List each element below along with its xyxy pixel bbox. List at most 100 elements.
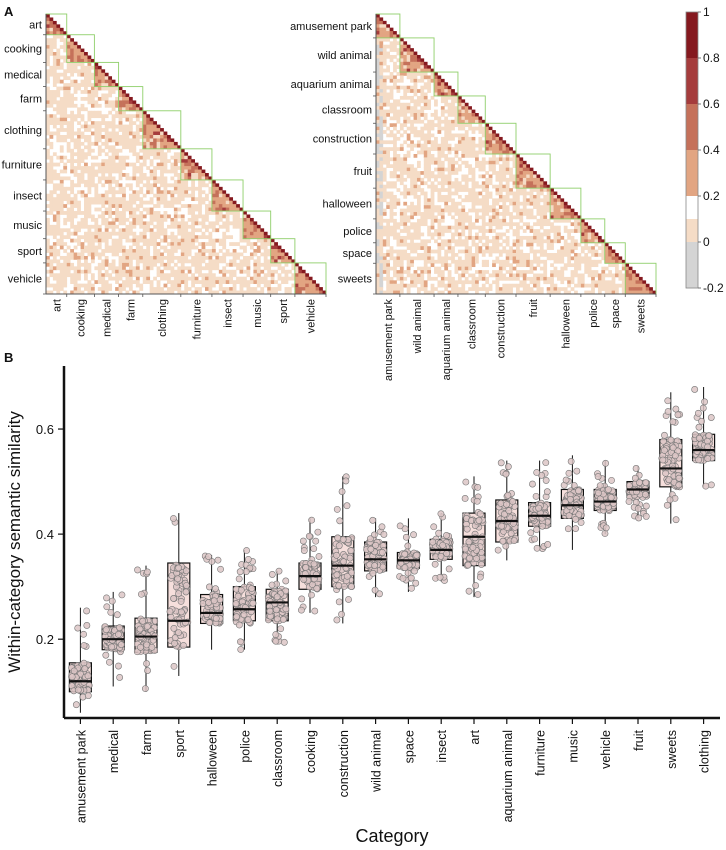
heatmap-cell bbox=[111, 266, 116, 271]
heatmap-cell bbox=[635, 287, 640, 291]
heatmap-cell bbox=[594, 273, 599, 278]
heatmap-cell bbox=[587, 263, 592, 268]
heatmap-cell bbox=[379, 54, 384, 59]
heatmap-cell bbox=[546, 232, 551, 237]
heatmap-cell bbox=[84, 204, 88, 208]
heatmap-cell bbox=[519, 290, 524, 295]
heatmap-cell bbox=[434, 184, 438, 189]
heatmap-cell bbox=[570, 222, 575, 227]
heatmap-cell bbox=[246, 238, 251, 243]
heatmap-cell bbox=[379, 130, 384, 134]
heatmap-cell bbox=[440, 242, 445, 247]
heatmap-cell bbox=[403, 270, 408, 274]
heatmap-cell bbox=[485, 181, 490, 186]
heatmap-cell bbox=[56, 58, 61, 63]
heatmap-cell bbox=[63, 121, 68, 125]
heatmap-cell bbox=[104, 235, 109, 240]
heatmap-cell bbox=[153, 193, 157, 198]
heatmap-cell bbox=[399, 51, 404, 56]
heatmap-cell bbox=[379, 167, 384, 172]
heatmap-cell bbox=[461, 109, 466, 114]
heatmap-cell bbox=[382, 174, 387, 179]
heatmap-cell bbox=[59, 100, 64, 105]
heatmap-cell bbox=[403, 215, 408, 220]
heatmap-cell bbox=[142, 176, 147, 181]
heatmap-cell bbox=[382, 54, 387, 59]
heatmap-cell bbox=[198, 249, 202, 253]
heatmap-cell bbox=[543, 229, 548, 233]
heatmap-cell bbox=[128, 283, 133, 288]
heatmap-cell bbox=[471, 283, 476, 288]
heatmap-cell bbox=[80, 103, 85, 108]
heatmap-cell bbox=[277, 283, 282, 288]
heatmap-cell bbox=[180, 228, 185, 233]
heatmap-cell bbox=[454, 287, 459, 291]
heatmap-cell bbox=[522, 177, 527, 182]
heatmap-cell bbox=[399, 181, 404, 186]
heatmap-cell bbox=[122, 231, 126, 236]
heatmap-cell bbox=[128, 183, 133, 188]
heatmap-cell bbox=[52, 231, 57, 236]
heatmap-cell bbox=[115, 86, 119, 91]
heatmap-cell bbox=[393, 123, 397, 128]
heatmap-cell bbox=[101, 159, 106, 163]
heatmap-cell bbox=[236, 266, 240, 271]
heatmap-cell bbox=[423, 263, 428, 268]
heatmap-cell bbox=[413, 280, 418, 285]
heatmap-cell bbox=[294, 269, 299, 274]
heatmap-cell bbox=[577, 263, 582, 268]
heatmap-cell bbox=[198, 259, 202, 264]
heatmap-cell bbox=[149, 162, 154, 167]
heatmap-cell bbox=[198, 173, 202, 177]
heatmap-cell bbox=[94, 186, 99, 191]
heatmap-cell bbox=[512, 191, 517, 196]
heatmap-cell bbox=[132, 138, 137, 143]
heatmap-cell bbox=[77, 152, 81, 157]
heatmap-cell bbox=[475, 253, 479, 257]
heatmap-cell bbox=[376, 212, 380, 216]
heatmap-cell bbox=[94, 238, 99, 243]
heatmap-cell bbox=[403, 191, 408, 196]
heatmap-cell bbox=[146, 141, 151, 146]
heatmap-cell bbox=[399, 54, 404, 59]
heatmap-cell bbox=[430, 222, 435, 227]
heatmap-cell bbox=[457, 109, 462, 114]
heatmap-cell bbox=[142, 131, 147, 136]
heatmap-cell bbox=[222, 255, 227, 260]
heatmap-cell bbox=[560, 246, 565, 250]
heatmap-cell bbox=[211, 207, 216, 212]
heatmap-cell bbox=[142, 269, 147, 274]
heatmap-cell bbox=[454, 119, 459, 124]
heatmap-cell bbox=[529, 188, 534, 192]
heatmap-cell bbox=[84, 249, 88, 253]
heatmap-cell bbox=[191, 280, 195, 284]
heatmap-cell bbox=[205, 217, 209, 222]
heatmap-cell bbox=[163, 214, 168, 219]
heatmap-cell bbox=[509, 287, 513, 291]
heatmap-cell bbox=[166, 235, 171, 240]
heatmap-cell bbox=[597, 283, 602, 288]
heatmap-cell bbox=[382, 113, 387, 117]
heatmap-cell bbox=[163, 193, 168, 198]
heatmap-cell bbox=[56, 197, 61, 202]
heatmap-cell bbox=[87, 204, 92, 208]
heatmap-cell bbox=[447, 109, 452, 114]
heatmap-cell bbox=[423, 283, 428, 288]
heatmap-cell bbox=[146, 249, 151, 253]
heatmap-cell bbox=[128, 280, 133, 284]
heatmap-cell bbox=[396, 167, 401, 172]
heatmap-cell bbox=[70, 117, 75, 122]
y-tick-label: music bbox=[13, 220, 42, 232]
heatmap-cell bbox=[584, 222, 589, 227]
heatmap-cell bbox=[427, 290, 431, 295]
heatmap-cell bbox=[485, 160, 490, 165]
heatmap-cell bbox=[56, 90, 61, 94]
heatmap-cell bbox=[156, 287, 161, 291]
heatmap-cell bbox=[485, 147, 490, 151]
heatmap-cell bbox=[122, 107, 126, 112]
heatmap-cell bbox=[49, 38, 54, 43]
heatmap-cell bbox=[84, 107, 88, 112]
heatmap-cell bbox=[187, 155, 192, 160]
heatmap-cell bbox=[66, 48, 71, 53]
heatmap-cell bbox=[546, 239, 551, 244]
